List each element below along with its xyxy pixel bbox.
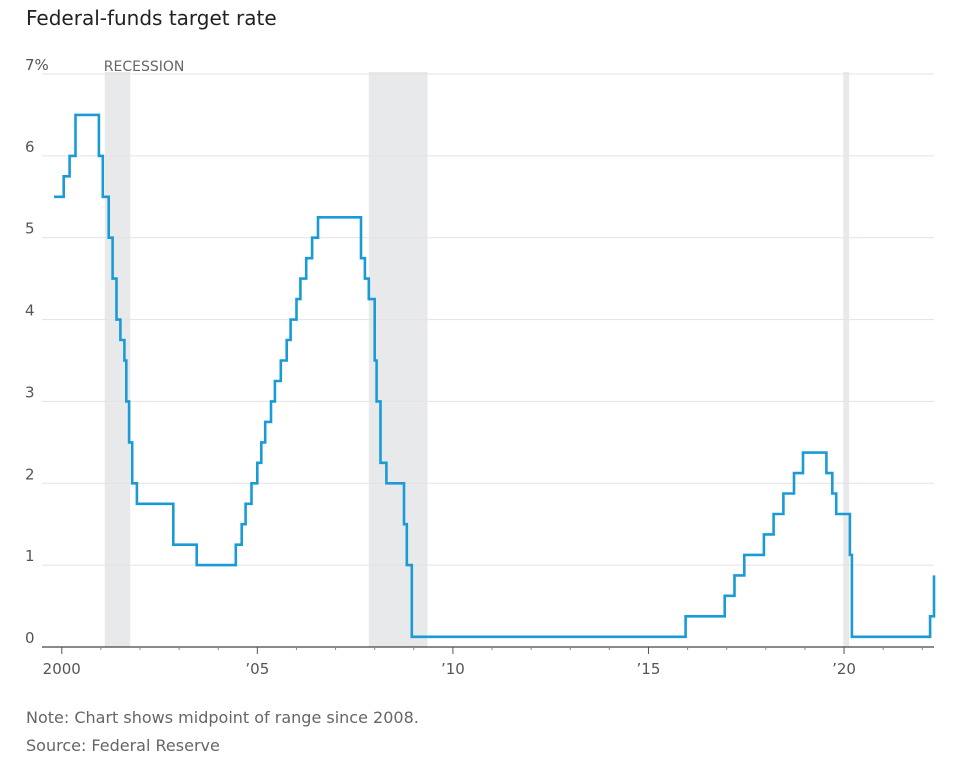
y-tick-label: 1 [25,547,35,565]
y-tick-label: 7% [25,56,49,74]
y-tick-label: 3 [25,383,35,401]
recession-band [843,72,850,647]
recession-label: RECESSION [104,59,185,75]
recession-layer [104,72,850,647]
x-tick-label: ’10 [441,660,465,678]
y-tick-label: 2 [25,465,35,483]
rate-series-line [54,113,936,639]
chart-notes: Note: Chart shows midpoint of range sinc… [26,704,419,760]
x-tick-label: ’05 [245,660,269,678]
chart-note: Note: Chart shows midpoint of range sinc… [26,708,419,727]
x-tick-label: ’15 [637,660,661,678]
y-tick-label: 0 [25,629,35,647]
chart-canvas: RECESSION 0 1 2 3 4 5 6 7% 2000 ’05 ’10 ’15 ’20 [25,56,936,678]
label-layer: RECESSION 0 1 2 3 4 5 6 7% 2000 ’05 ’10 ’15 ’20 [25,56,856,678]
axis-layer [42,646,934,654]
y-tick-label: 5 [25,220,35,238]
series-layer [54,113,936,639]
y-tick-label: 6 [25,138,35,156]
chart-title: Federal-funds target rate [26,6,277,30]
x-tick-label: ’20 [832,660,856,678]
x-tick-label: 2000 [43,660,81,678]
recession-band [368,72,428,647]
y-tick-label: 4 [25,302,35,320]
chart-source: Source: Federal Reserve [26,736,220,755]
grid-layer [42,73,934,566]
